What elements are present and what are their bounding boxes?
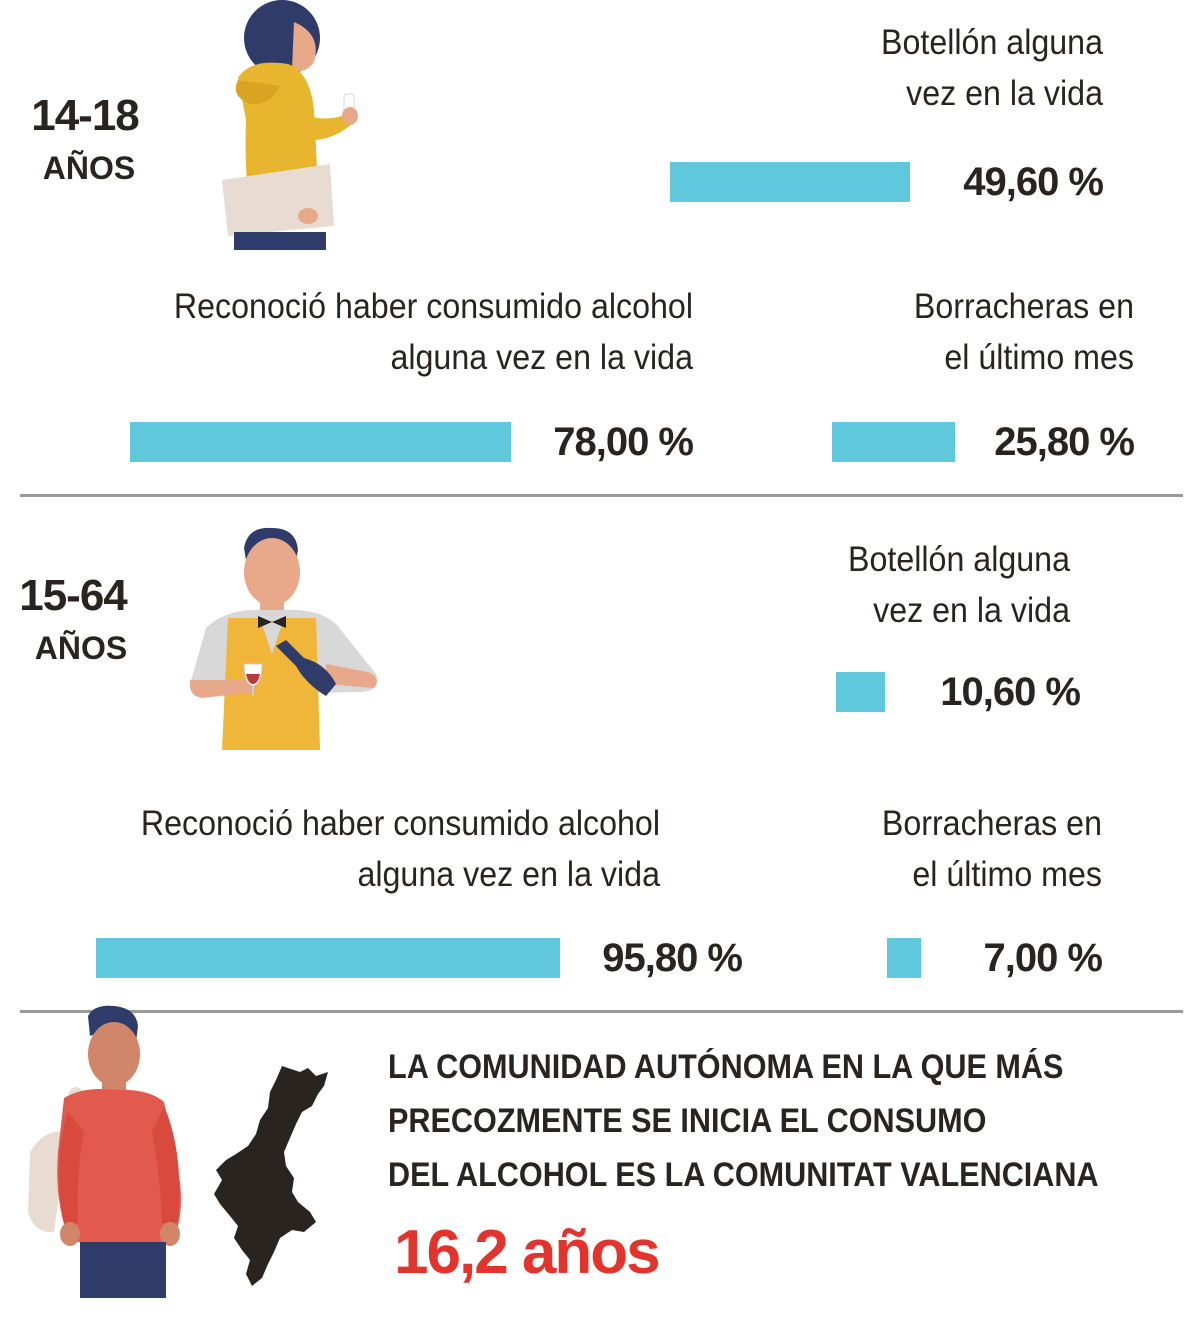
s2-borracheras-label: Borracheras en el último mes bbox=[815, 798, 1102, 900]
waiter-with-wine-icon bbox=[189, 527, 378, 750]
s2-alcohol-label-line1: Reconoció haber consumido alcohol bbox=[140, 804, 660, 843]
footer-note-line3: DEL ALCOHOL ES LA COMUNITAT VALENCIANA bbox=[388, 1156, 1099, 1194]
age-group-15-64: 15-64 bbox=[19, 571, 128, 620]
s1-alcohol-value: 78,00 % bbox=[553, 420, 694, 464]
footer-highlight: 16,2 años bbox=[394, 1218, 661, 1287]
comunitat-valenciana-map-icon bbox=[214, 1066, 328, 1286]
s2-borracheras-label-line1: Borracheras en bbox=[881, 804, 1102, 843]
s1-botellon-label-line2: vez en la vida bbox=[906, 74, 1103, 113]
s2-alcohol-label-line2: alguna vez en la vida bbox=[357, 855, 660, 894]
s1-botellon-value: 49,60 % bbox=[963, 160, 1104, 204]
age-group-14-18: 14-18 bbox=[31, 91, 140, 140]
s1-botellon-bar bbox=[670, 162, 910, 202]
s1-borracheras-label-line1: Borracheras en bbox=[913, 287, 1134, 326]
s2-botellon-label: Botellón alguna vez en la vida bbox=[730, 534, 1070, 636]
s2-alcohol-value: 95,80 % bbox=[602, 936, 743, 980]
s1-alcohol-label-line2: alguna vez en la vida bbox=[390, 338, 693, 377]
s2-borracheras-label-line2: el último mes bbox=[912, 855, 1102, 894]
s1-alcohol-label-line1: Reconoció haber consumido alcohol bbox=[173, 287, 693, 326]
s1-borracheras-value: 25,80 % bbox=[994, 420, 1135, 464]
s2-botellon-label-line1: Botellón alguna bbox=[847, 540, 1070, 579]
age-unit-2: AÑOS bbox=[34, 630, 128, 666]
s2-borracheras-value: 7,00 % bbox=[983, 936, 1103, 980]
s1-borracheras-label-line2: el último mes bbox=[944, 338, 1134, 377]
teen-girl-icon bbox=[222, 0, 358, 250]
s1-alcohol-label: Reconoció haber consumido alcohol alguna… bbox=[111, 281, 693, 383]
s2-alcohol-label: Reconoció haber consumido alcohol alguna… bbox=[90, 798, 660, 900]
s2-botellon-label-line2: vez en la vida bbox=[873, 591, 1070, 630]
s2-alcohol-bar bbox=[96, 938, 560, 978]
footer-note-line2: PRECOZMENTE SE INICIA EL CONSUMO bbox=[388, 1102, 987, 1140]
s1-botellon-label: Botellón alguna vez en la vida bbox=[732, 17, 1103, 119]
s2-botellon-value: 10,60 % bbox=[940, 670, 1081, 714]
divider-1 bbox=[20, 494, 1183, 497]
s2-borracheras-bar bbox=[887, 938, 921, 978]
s1-alcohol-bar bbox=[130, 422, 511, 462]
s1-borracheras-bar bbox=[832, 422, 955, 462]
s1-borracheras-label: Borracheras en el último mes bbox=[845, 281, 1134, 383]
age-unit-1: AÑOS bbox=[42, 150, 136, 186]
divider-2 bbox=[20, 1010, 1183, 1013]
young-man-icon bbox=[28, 1005, 182, 1298]
footer-note-line1: LA COMUNIDAD AUTÓNOMA EN LA QUE MÁS bbox=[388, 1048, 1064, 1086]
s2-botellon-bar bbox=[836, 672, 885, 712]
s1-botellon-label-line1: Botellón alguna bbox=[880, 23, 1103, 62]
